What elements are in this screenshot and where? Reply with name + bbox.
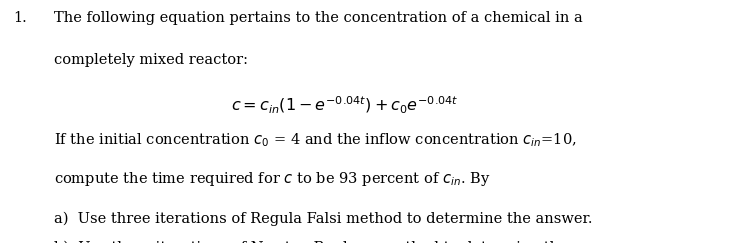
Text: completely mixed reactor:: completely mixed reactor: — [54, 53, 248, 68]
Text: If the initial concentration $c_0$ = 4 and the inflow concentration $c_{in}$=10,: If the initial concentration $c_0$ = 4 a… — [54, 131, 577, 149]
Text: 1.: 1. — [13, 11, 27, 25]
Text: The following equation pertains to the concentration of a chemical in a: The following equation pertains to the c… — [54, 11, 583, 25]
Text: compute the time required for $c$ to be 93 percent of $c_{in}$. By: compute the time required for $c$ to be … — [54, 170, 491, 188]
Text: b)  Use three iterations of Newton Raphson method to determine the answer.: b) Use three iterations of Newton Raphso… — [54, 241, 629, 243]
Text: $c = c_{in}(1 - e^{-0.04t}) + c_0e^{-0.04t}$: $c = c_{in}(1 - e^{-0.04t}) + c_0e^{-0.0… — [231, 95, 459, 116]
Text: a)  Use three iterations of Regula Falsi method to determine the answer.: a) Use three iterations of Regula Falsi … — [54, 211, 593, 226]
